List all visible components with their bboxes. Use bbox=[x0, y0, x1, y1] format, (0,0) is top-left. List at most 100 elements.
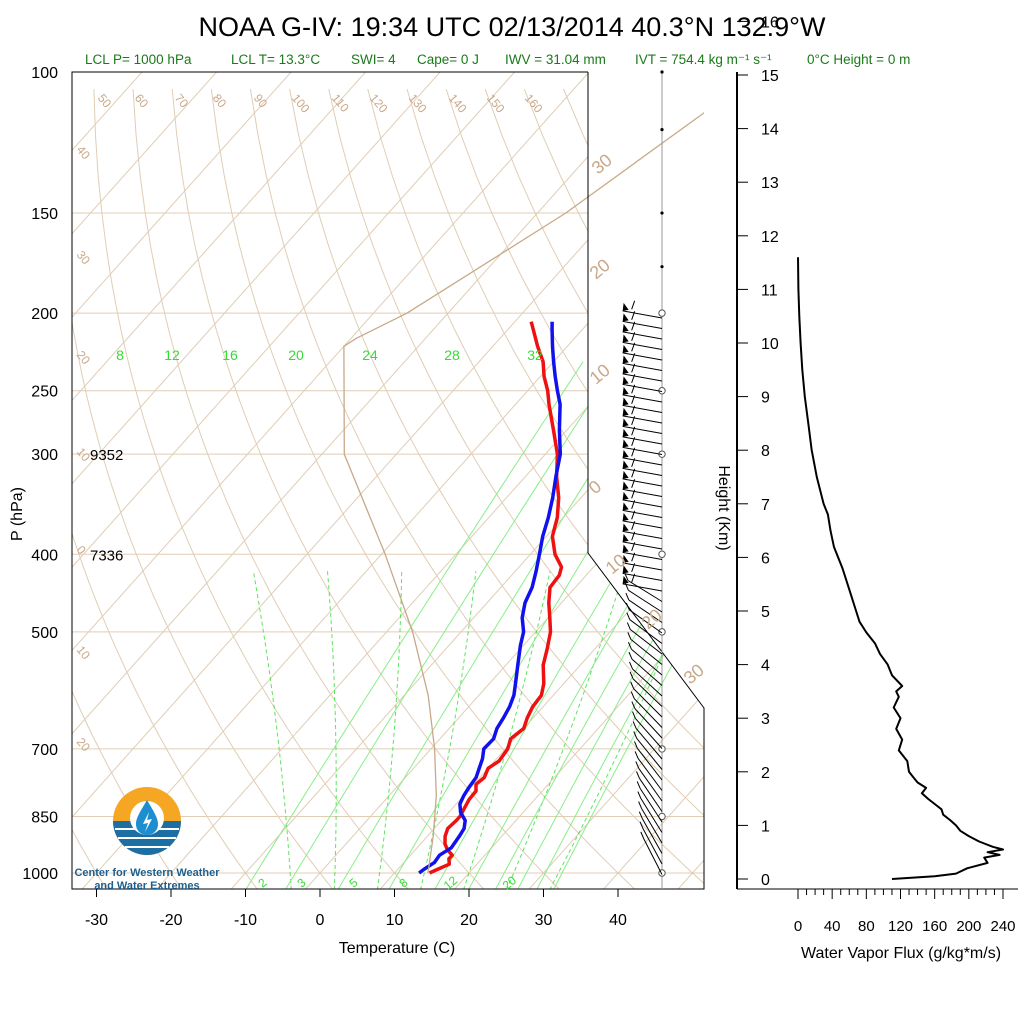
subtitle-lcl-t: LCL T= 13.3°C bbox=[231, 52, 320, 67]
isotherm-label: 120 bbox=[367, 91, 391, 116]
x-tick-label: 10 bbox=[386, 912, 404, 929]
isotherm-label: 20 bbox=[74, 735, 94, 754]
wind-feather bbox=[634, 751, 639, 759]
dry-adiabat-line bbox=[132, 88, 485, 889]
wind-feather bbox=[631, 489, 636, 499]
wind-barb bbox=[622, 373, 663, 382]
flux-y-axis-label: Height (Km) bbox=[715, 465, 732, 550]
wind-feather bbox=[631, 510, 636, 520]
dry-adiabat-line bbox=[72, 88, 183, 889]
y-tick-label: 400 bbox=[31, 547, 58, 564]
wind-feather bbox=[631, 300, 636, 310]
wind-feather bbox=[631, 321, 636, 331]
skewt-background bbox=[72, 54, 1024, 890]
wind-staff-circle bbox=[658, 309, 666, 317]
mixing-ratio-line bbox=[516, 361, 704, 889]
wind-barb bbox=[622, 436, 663, 445]
wind-flag bbox=[622, 502, 629, 511]
wind-feather bbox=[635, 761, 640, 769]
wind-feather bbox=[624, 573, 629, 581]
flux-y-tick-label: 10 bbox=[761, 336, 779, 353]
wind-feather bbox=[624, 583, 629, 591]
isotherm-label: 160 bbox=[522, 91, 546, 116]
wind-barb bbox=[640, 798, 663, 833]
wind-flag bbox=[622, 575, 629, 584]
wind-barb bbox=[639, 778, 663, 812]
wind-barb bbox=[622, 457, 663, 466]
y-tick-label: 150 bbox=[31, 206, 58, 223]
wind-barb bbox=[628, 599, 663, 623]
flux-x-tick-label: 0 bbox=[794, 918, 802, 935]
skewt-profiles bbox=[343, 112, 704, 875]
dry-adiabat-line bbox=[289, 88, 704, 889]
wind-barb bbox=[622, 425, 663, 434]
wind-flag bbox=[622, 460, 629, 469]
isotherm-label: 130 bbox=[406, 91, 430, 116]
wind-barb bbox=[622, 310, 663, 319]
isotherm-label: 100 bbox=[289, 91, 313, 116]
isotherm-label: 110 bbox=[329, 91, 352, 115]
mixing-ratio-line bbox=[245, 361, 584, 889]
isotherm-line bbox=[72, 72, 84, 889]
wind-feather bbox=[631, 332, 636, 342]
isotherm-line bbox=[527, 72, 704, 889]
y-tick-label: 500 bbox=[31, 625, 58, 642]
wind-feather bbox=[631, 458, 636, 468]
wind-feather bbox=[625, 602, 630, 611]
isotherm-line bbox=[72, 72, 159, 889]
dry-adiabat-line bbox=[93, 88, 410, 889]
wind-barb bbox=[622, 446, 663, 455]
wind-barb bbox=[622, 551, 663, 560]
isotherm-line bbox=[229, 72, 704, 889]
wind-flag bbox=[622, 397, 629, 406]
wind-barb bbox=[637, 758, 663, 791]
wind-feather bbox=[631, 384, 636, 394]
wind-barb bbox=[630, 638, 663, 665]
dry-adiabat-line bbox=[72, 89, 334, 889]
flux-y-tick-label: 15 bbox=[761, 68, 779, 85]
parcel-line bbox=[343, 112, 704, 874]
wind-barb bbox=[629, 609, 663, 634]
dry-adiabat-line bbox=[367, 88, 704, 889]
mixing-ratio-line bbox=[284, 361, 618, 889]
flux-line bbox=[797, 257, 1004, 880]
wind-flag bbox=[622, 565, 629, 574]
isotherm-line bbox=[72, 72, 606, 889]
wind-feather bbox=[640, 831, 645, 840]
wind-barb bbox=[639, 788, 663, 823]
mixing-ratio-line bbox=[434, 361, 704, 889]
wind-barb bbox=[633, 688, 663, 718]
mixing-ratio-label: 28 bbox=[444, 347, 460, 363]
wind-barb bbox=[622, 341, 663, 350]
wind-staff-dot bbox=[660, 211, 664, 215]
wind-flag bbox=[622, 449, 629, 458]
isotherm-line bbox=[752, 54, 1024, 890]
flux-x-tick-label: 40 bbox=[824, 918, 841, 935]
wind-feather bbox=[631, 468, 636, 478]
isotherm-label: 20 bbox=[74, 348, 94, 367]
logo-text-line2: and Water Extremes bbox=[94, 880, 199, 892]
wind-barb bbox=[622, 583, 663, 592]
height-label: 7336 bbox=[90, 547, 123, 564]
adiabat-label: 30 bbox=[588, 150, 616, 178]
temperature-line bbox=[428, 321, 564, 875]
wind-flag bbox=[622, 428, 629, 437]
mixing-ratio-label: 32 bbox=[527, 347, 543, 363]
y-tick-label: 850 bbox=[31, 809, 58, 826]
mixing-ratio-label: 12 bbox=[164, 347, 180, 363]
isotherm-label: 30 bbox=[74, 248, 94, 267]
height-label: 9352 bbox=[90, 447, 123, 464]
flux-x-tick-label: 80 bbox=[858, 918, 875, 935]
wind-barb bbox=[622, 488, 663, 497]
wind-flag bbox=[622, 334, 629, 343]
mixing-ratio-label: 2 bbox=[255, 875, 269, 890]
wind-feather bbox=[631, 701, 636, 709]
isotherm-line bbox=[155, 72, 704, 889]
wind-feather bbox=[633, 741, 638, 749]
wind-barb bbox=[622, 530, 663, 539]
wind-flag bbox=[622, 302, 629, 311]
isotherm-line bbox=[72, 72, 382, 889]
x-tick-label: 40 bbox=[609, 912, 627, 929]
wind-barb bbox=[622, 541, 663, 550]
wind-barb bbox=[622, 383, 663, 392]
